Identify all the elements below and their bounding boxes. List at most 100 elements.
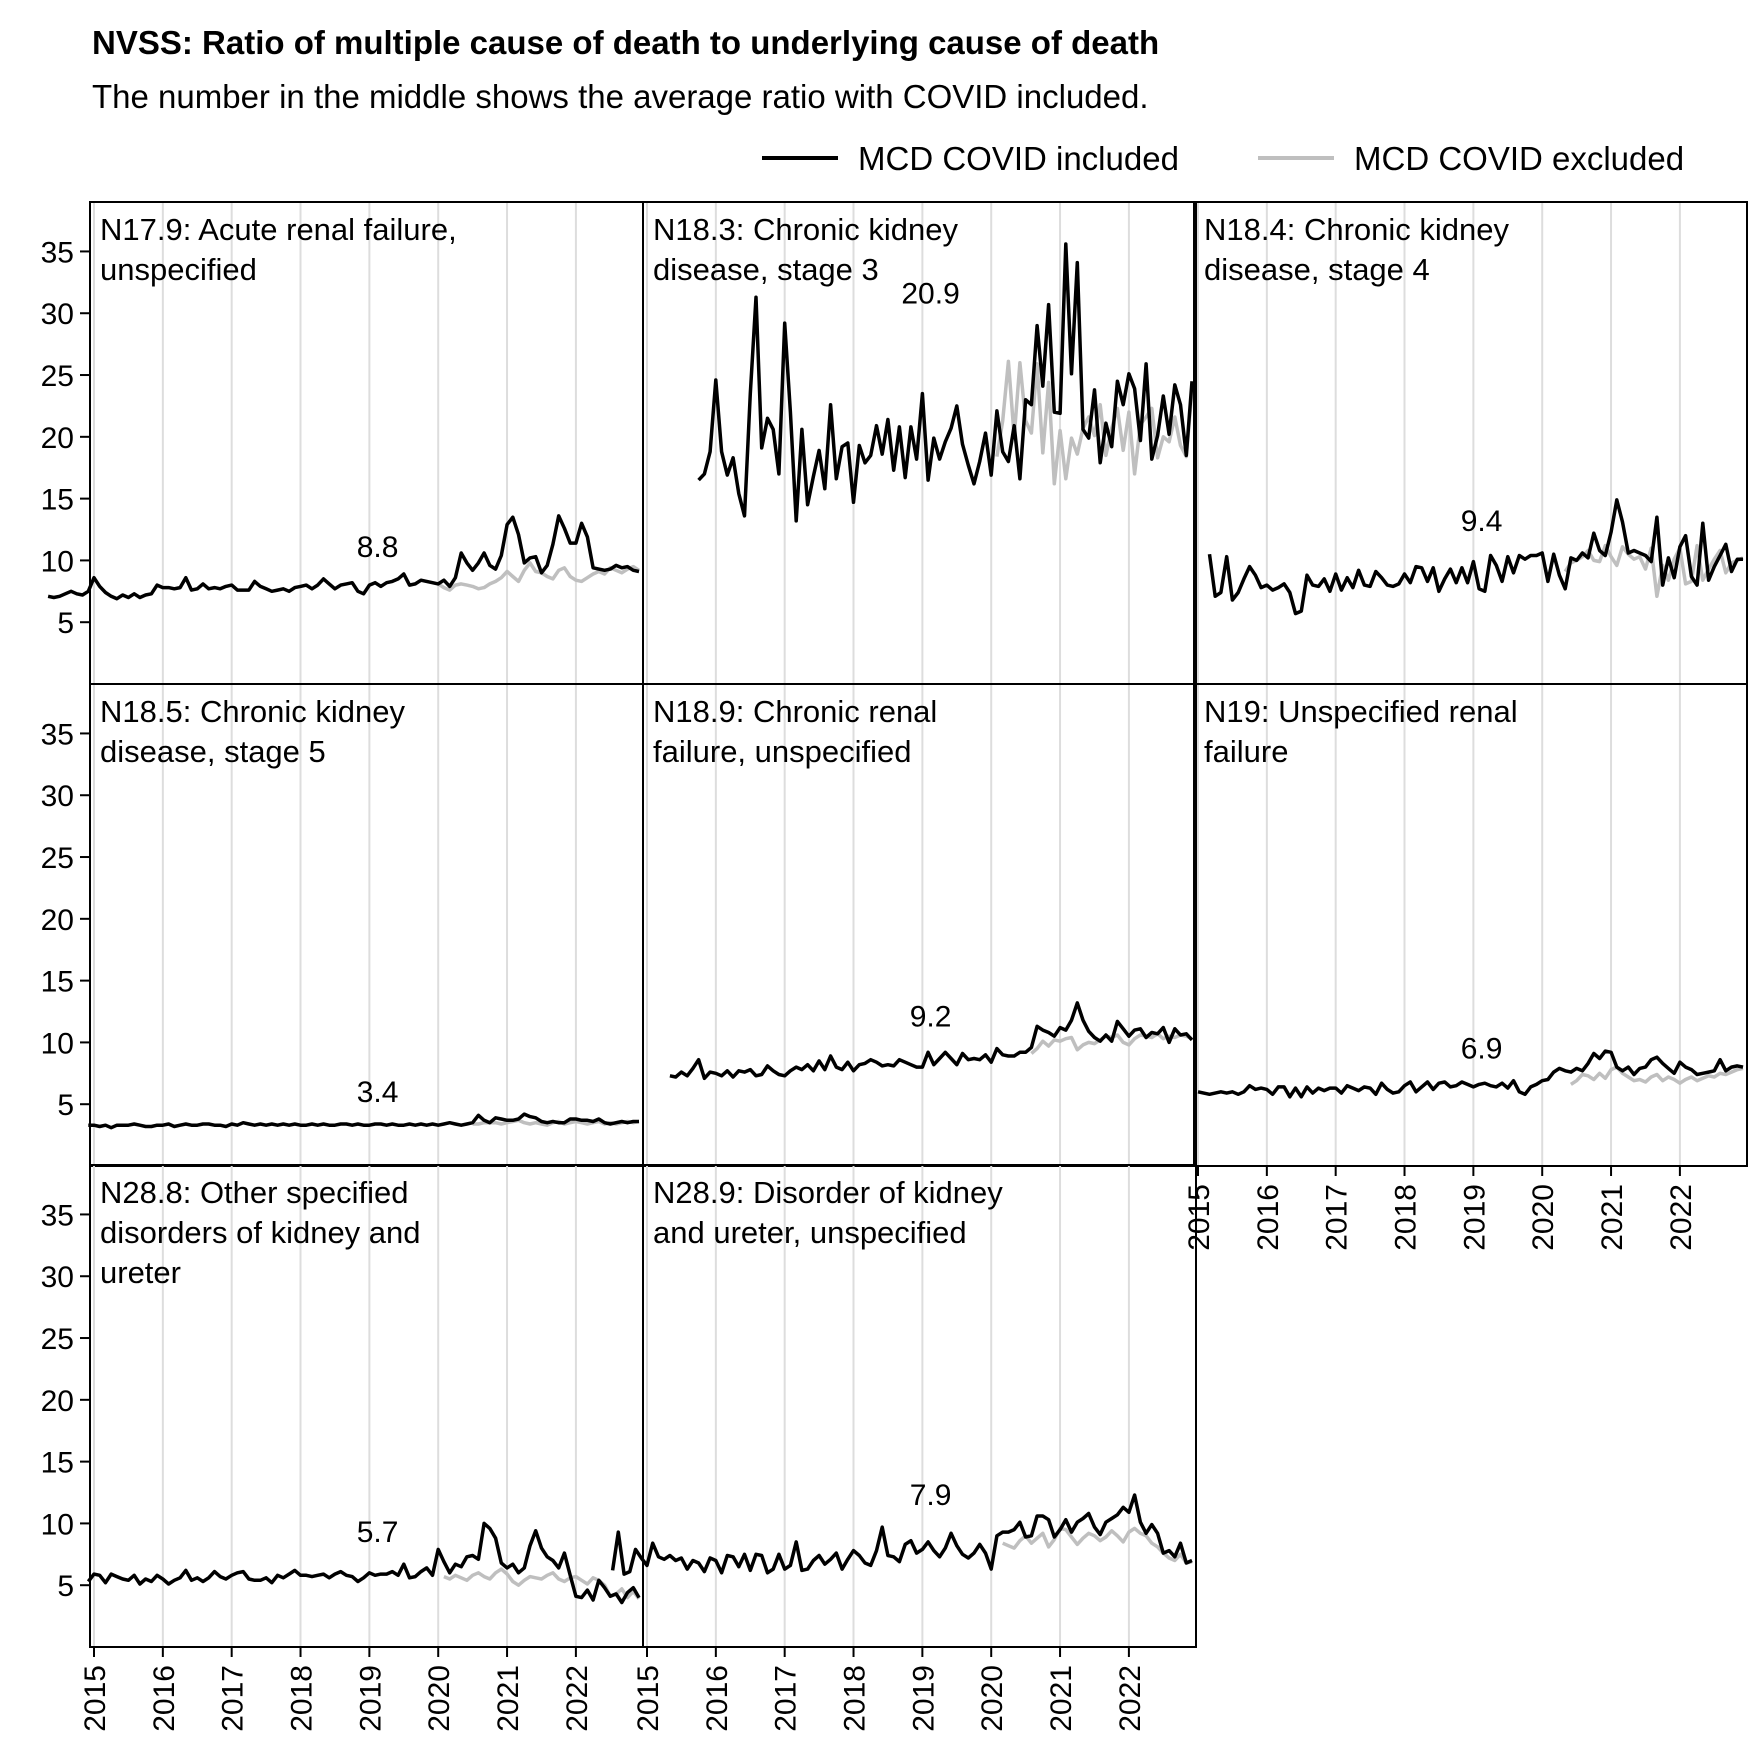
panel-title: N18.5: Chronic kidney [100,694,405,729]
panel-frame [1193,683,1748,1167]
x-tick-label: 2022 [1114,1665,1147,1732]
series-line-covid-included [1197,1049,1744,1099]
x-tick-label: 2017 [1321,1184,1354,1251]
average-ratio-label: 6.9 [1461,1033,1503,1066]
x-tick-label: 2015 [632,1665,665,1732]
average-ratio-label: 9.4 [1461,505,1503,538]
series-line-covid-included [1207,498,1743,616]
x-tick-label: 2015 [1183,1184,1216,1251]
y-tick-label: 5 [57,1089,74,1122]
y-tick-label: 15 [41,484,74,517]
x-tick-label: 2020 [1527,1184,1560,1251]
y-tick-label: 35 [41,718,74,751]
panel-title: N28.8: Other specified [100,1175,408,1210]
panel-frame [642,1164,1197,1648]
panel-title: failure, unspecified [653,734,912,769]
y-tick-label: 10 [41,1508,74,1541]
x-tick-label: 2017 [770,1665,803,1732]
x-tick-label: 2020 [423,1665,456,1732]
y-tick-label: 20 [41,904,74,937]
facet-panel: 7.9 N28.9: Disorder of kidney and ureter, … [610,1164,1197,1732]
panel-title: N19: Unspecified renal [1204,694,1518,729]
average-ratio-label: 3.4 [357,1076,399,1109]
y-tick-label: 25 [41,360,74,393]
x-tick-label: 2017 [217,1665,250,1732]
series-line-covid-included [86,1521,641,1605]
x-tick-label: 2022 [561,1665,594,1732]
y-tick-label: 30 [41,780,74,813]
facet-panel: 9.2 N18.9: Chronic renal failure, unspecif… [642,683,1197,1167]
x-tick-label: 2022 [1665,1184,1698,1251]
y-tick-label: 25 [41,842,74,875]
panel-title: disease, stage 5 [100,734,326,769]
y-tick-label: 10 [41,545,74,578]
average-ratio-label: 20.9 [901,278,959,311]
series-line-covid-excluded [1563,543,1744,599]
facet-panel: 6.9 N19: Unspecified renal failure 2015 2016… [1183,683,1748,1251]
legend-label-included: MCD COVID included [858,140,1179,177]
x-tick-label: 2016 [701,1665,734,1732]
y-tick-label: 30 [41,1261,74,1294]
y-tick-label: 20 [41,1385,74,1418]
x-tick-label: 2018 [286,1665,319,1732]
legend-label-excluded: MCD COVID excluded [1354,140,1684,177]
x-tick-label: 2015 [79,1665,112,1732]
x-tick-label: 2018 [1390,1184,1423,1251]
facet-panel: 5.7 N28.8: Other specified disorders of ki… [41,1164,644,1732]
series-line-covid-excluded [1001,1526,1193,1565]
x-tick-label: 2021 [1596,1184,1629,1251]
x-tick-label: 2021 [492,1665,525,1732]
facet-panel: 8.8 N17.9: Acute renal failure, unspecifie… [41,201,644,685]
series-line-covid-excluded [1569,1065,1744,1086]
panel-title: N17.9: Acute renal failure, [100,212,457,247]
y-tick-label: 20 [41,422,74,455]
y-tick-label: 35 [41,236,74,269]
panel-title: N28.9: Disorder of kidney [653,1175,1003,1210]
series-line-covid-excluded [995,359,1194,486]
series-line-covid-included [697,242,1194,523]
y-tick-label: 30 [41,298,74,331]
series-line-covid-excluded [437,561,640,592]
facet-panel: 3.4 N18.5: Chronic kidney disease, stage 5… [41,683,644,1167]
facet-panel: 20.9 N18.3: Chronic kidney disease, stage … [642,201,1197,685]
panel-title: disorders of kidney and [100,1215,421,1250]
panel-title: N18.9: Chronic renal [653,694,937,729]
legend: MCD COVID included MCD COVID excluded [762,140,1684,177]
y-tick-label: 25 [41,1323,74,1356]
y-tick-label: 35 [41,1199,74,1232]
series-line-covid-included [88,1112,639,1130]
panel-title: disease, stage 4 [1204,252,1430,287]
panel-title: N18.4: Chronic kidney [1204,212,1509,247]
panel-title: disease, stage 3 [653,252,879,287]
x-tick-label: 2016 [1252,1184,1285,1251]
y-tick-label: 5 [57,607,74,640]
average-ratio-label: 7.9 [910,1479,952,1512]
x-tick-label: 2021 [1045,1665,1078,1732]
y-tick-label: 15 [41,966,74,999]
y-tick-label: 10 [41,1027,74,1060]
x-tick-label: 2019 [907,1665,940,1732]
x-tick-label: 2019 [1458,1184,1491,1251]
average-ratio-label: 8.8 [357,531,399,564]
panel-title: N18.3: Chronic kidney [653,212,958,247]
panel-title: failure [1204,734,1288,769]
average-ratio-label: 9.2 [910,1001,952,1034]
facet-panels: 8.8 N17.9: Acute renal failure, unspecifie… [41,201,1748,1732]
x-tick-label: 2018 [839,1665,872,1732]
panel-title: and ureter, unspecified [653,1215,967,1250]
panel-title: unspecified [100,252,257,287]
series-line-covid-included [610,1493,1193,1576]
panel-title: ureter [100,1255,181,1290]
chart-title: NVSS: Ratio of multiple cause of death t… [92,24,1159,61]
y-tick-label: 5 [57,1570,74,1603]
average-ratio-label: 5.7 [357,1516,399,1549]
y-tick-label: 15 [41,1447,74,1480]
x-tick-label: 2019 [354,1665,387,1732]
x-tick-label: 2016 [148,1665,181,1732]
chart-subtitle: The number in the middle shows the avera… [92,78,1149,115]
facet-panel: 9.4 N18.4: Chronic kidney disease, stage 4 [1193,201,1748,685]
x-tick-label: 2020 [976,1665,1009,1732]
series-line-covid-included [669,1001,1194,1081]
series-line-covid-included [47,514,640,601]
